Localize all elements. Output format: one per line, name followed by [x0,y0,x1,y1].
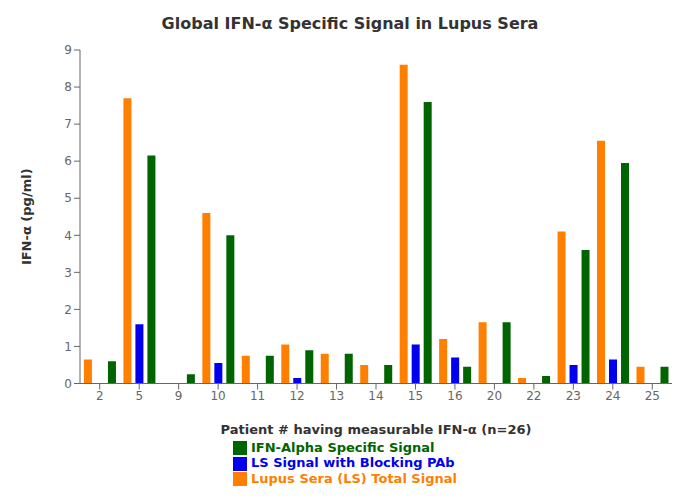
svg-text:14: 14 [368,389,383,403]
svg-text:9: 9 [64,43,72,57]
html-text:IFN-Alpha Specific Signal: IFN-Alpha Specific Signal [251,439,435,455]
svg-text:12: 12 [289,389,304,403]
svg-text:8: 8 [64,80,72,94]
html-text:LS Signal with Blocking PAb: LS Signal with Blocking PAb [251,455,455,470]
svg-text:1: 1 [64,340,72,354]
svg-text:0: 0 [64,377,72,391]
svg-text:Patient # having measurable IF: Patient # having measurable IFN-α (n=26) [221,422,532,437]
html-text:Global IFN-α Specific Signal i: Global IFN-α Specific Signal in Lupus Se… [161,14,539,33]
svg-text:24: 24 [605,389,620,403]
svg-text:15: 15 [408,389,423,403]
svg-text:IFN-α (pg/ml): IFN-α (pg/ml) [19,168,34,265]
svg-text:2: 2 [96,389,104,403]
svg-text:11: 11 [250,389,265,403]
svg-text:5: 5 [64,191,72,205]
svg-text:10: 10 [210,389,225,403]
svg-text:13: 13 [329,389,344,403]
svg-text:2: 2 [64,303,72,317]
svg-text:3: 3 [64,266,72,280]
svg-text:9: 9 [175,389,183,403]
svg-text:5: 5 [135,389,143,403]
svg-text:16: 16 [447,389,462,403]
svg-text:6: 6 [64,154,72,168]
svg-text:22: 22 [526,389,541,403]
svg-text:4: 4 [64,229,72,243]
svg-text:20: 20 [487,389,502,403]
html-text:Lupus Sera (LS) Total Signal: Lupus Sera (LS) Total Signal [251,470,457,486]
svg-text:23: 23 [566,389,581,403]
svg-text:7: 7 [64,117,72,131]
svg-text:25: 25 [645,389,660,403]
